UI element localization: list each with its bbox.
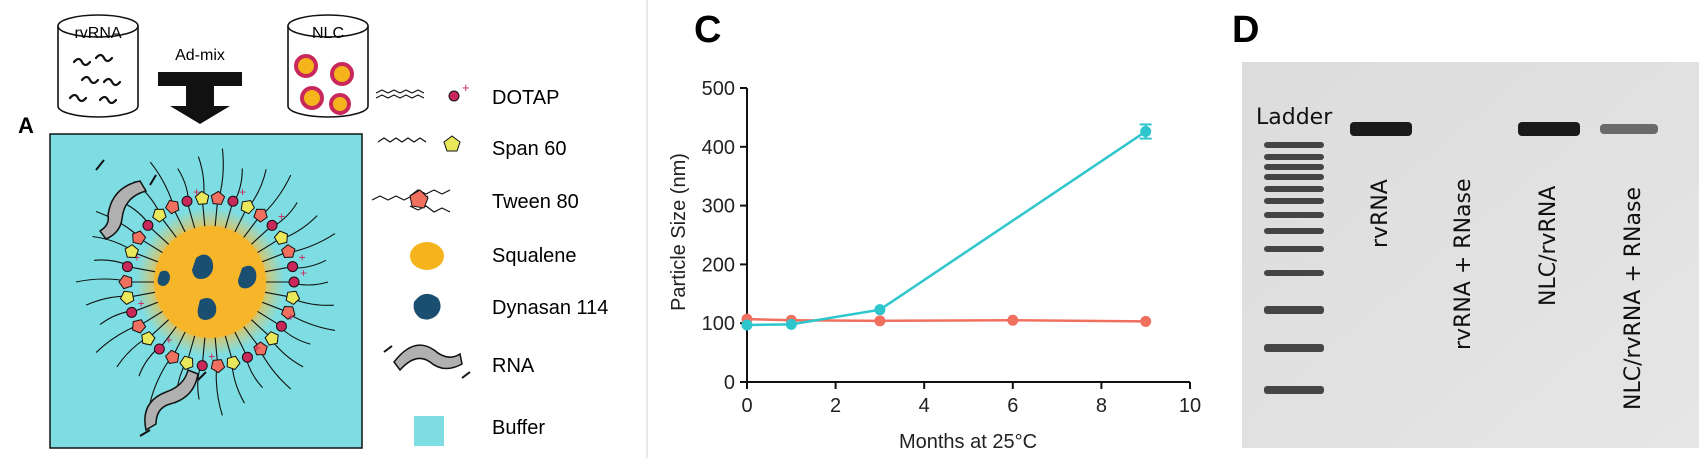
nanoparticle-illustration: ++++++++++++ xyxy=(75,148,336,437)
x-tick-label: 10 xyxy=(1179,395,1201,417)
rvrna-label: rvRNA xyxy=(74,25,121,42)
x-tick-label: 2 xyxy=(830,395,841,417)
svg-text:+: + xyxy=(253,341,260,355)
lane-label-rvrna-rnase: rvRNA + RNase xyxy=(1451,179,1476,351)
dotap-icon: + xyxy=(375,80,470,102)
svg-text:+: + xyxy=(239,185,246,199)
ladder-band xyxy=(1264,270,1324,276)
ladder-band xyxy=(1264,198,1324,204)
data-point xyxy=(874,315,886,327)
data-point xyxy=(874,304,886,316)
svg-text:+: + xyxy=(287,310,294,324)
ladder-band xyxy=(1264,154,1324,160)
y-tick-label: 300 xyxy=(702,196,735,218)
ladder-band xyxy=(1264,164,1324,170)
ladder-band xyxy=(1264,344,1324,352)
svg-text:+: + xyxy=(165,333,172,347)
data-point xyxy=(1140,315,1152,327)
ladder-band xyxy=(1264,212,1324,218)
x-tick-label: 4 xyxy=(919,395,930,417)
band-nlc-rvrna-rnase xyxy=(1600,124,1658,134)
y-tick-label: 500 xyxy=(702,78,735,100)
band-nlc-rvrna xyxy=(1518,122,1580,136)
svg-text:+: + xyxy=(299,251,306,265)
svg-text:+: + xyxy=(278,209,285,223)
legend-label-span60: Span 60 xyxy=(492,138,567,160)
rna-icon xyxy=(383,344,471,379)
ladder-band xyxy=(1264,174,1324,180)
panel-a-letter: A xyxy=(18,113,34,138)
legend-label-rna: RNA xyxy=(492,355,535,377)
nlc-container-icon xyxy=(287,14,369,118)
svg-text:+: + xyxy=(193,185,200,199)
admix-arrow-icon xyxy=(158,72,242,124)
lane-label-nlc-rvrna-rnase: NLC/rvRNA + RNase xyxy=(1621,187,1646,410)
panel-c-letter: C xyxy=(694,9,721,51)
ladder-band xyxy=(1264,228,1324,234)
chart-xlabel: Months at 25°C xyxy=(899,431,1037,453)
legend-label-dotap: DOTAP xyxy=(492,87,559,109)
lane-label-rvrna: rvRNA xyxy=(1368,179,1393,248)
data-point xyxy=(785,318,797,330)
legend-label-dynasan: Dynasan 114 xyxy=(492,297,608,319)
ladder-bands xyxy=(1264,142,1324,394)
svg-text:+: + xyxy=(462,80,470,95)
nlc-label: NLC xyxy=(312,25,344,42)
ladder-band xyxy=(1264,186,1324,192)
svg-text:+: + xyxy=(133,251,140,265)
x-tick-label: 0 xyxy=(741,395,752,417)
data-point xyxy=(741,319,753,331)
band-rvrna xyxy=(1350,122,1412,136)
svg-text:+: + xyxy=(208,350,215,364)
ladder-band xyxy=(1264,246,1324,252)
lane-label-nlc-rvrna: NLC/rvRNA xyxy=(1536,186,1561,306)
data-point xyxy=(1007,314,1019,326)
span60-icon xyxy=(377,135,461,152)
x-tick-label: 8 xyxy=(1096,395,1107,417)
y-tick-label: 100 xyxy=(702,313,735,335)
y-tick-label: 0 xyxy=(724,372,735,394)
admix-label: Ad-mix xyxy=(175,47,225,64)
legend-label-tween80: Tween 80 xyxy=(492,191,579,213)
data-point xyxy=(1140,126,1152,138)
y-tick-label: 400 xyxy=(702,137,735,159)
ladder-label: Ladder xyxy=(1256,105,1333,130)
svg-text:+: + xyxy=(138,296,145,310)
svg-text:+: + xyxy=(300,266,307,280)
series-1 xyxy=(741,123,1152,331)
chart-ylabel: Particle Size (nm) xyxy=(668,153,690,311)
y-tick-label: 200 xyxy=(702,254,735,276)
series-line xyxy=(746,130,1147,327)
ladder-band xyxy=(1264,306,1324,314)
panel-d: D Ladder rvRNA rvRNA + RNase NLC/rvRNA N… xyxy=(1232,9,1699,448)
buffer-icon xyxy=(414,416,444,446)
panel-a: A rvRNA Ad-mix xyxy=(18,14,608,449)
legend-label-squalene: Squalene xyxy=(492,245,577,267)
legend-label-buffer: Buffer xyxy=(492,417,545,439)
ladder-band xyxy=(1264,386,1324,394)
series-0 xyxy=(741,313,1152,327)
x-tick-label: 6 xyxy=(1007,395,1018,417)
tween80-icon xyxy=(371,189,451,213)
ladder-band xyxy=(1264,142,1324,148)
squalene-icon xyxy=(410,242,444,270)
panel-d-letter: D xyxy=(1232,9,1259,51)
dynasan-icon xyxy=(413,293,441,320)
legend: + DOTAP Span 60 Tween 80 Squalene Dynasa… xyxy=(371,80,608,446)
rvrna-container-icon xyxy=(57,14,139,118)
